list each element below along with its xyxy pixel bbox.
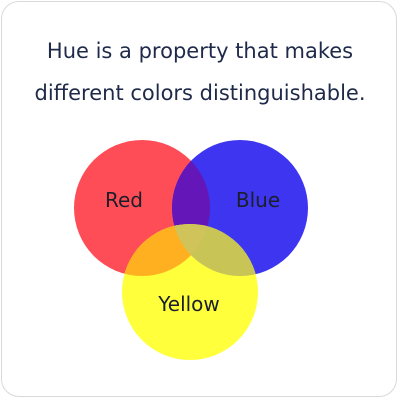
blue-label: Blue [236, 188, 280, 212]
caption: Hue is a property that makes different c… [0, 30, 400, 114]
blue-yellow-overlap [172, 224, 258, 276]
yellow-label: Yellow [157, 292, 220, 316]
caption-line-2: different colors distinguishable. [34, 81, 366, 105]
red-label: Red [105, 188, 143, 212]
caption-line-1: Hue is a property that makes [46, 39, 354, 63]
red-yellow-overlap [122, 224, 210, 276]
